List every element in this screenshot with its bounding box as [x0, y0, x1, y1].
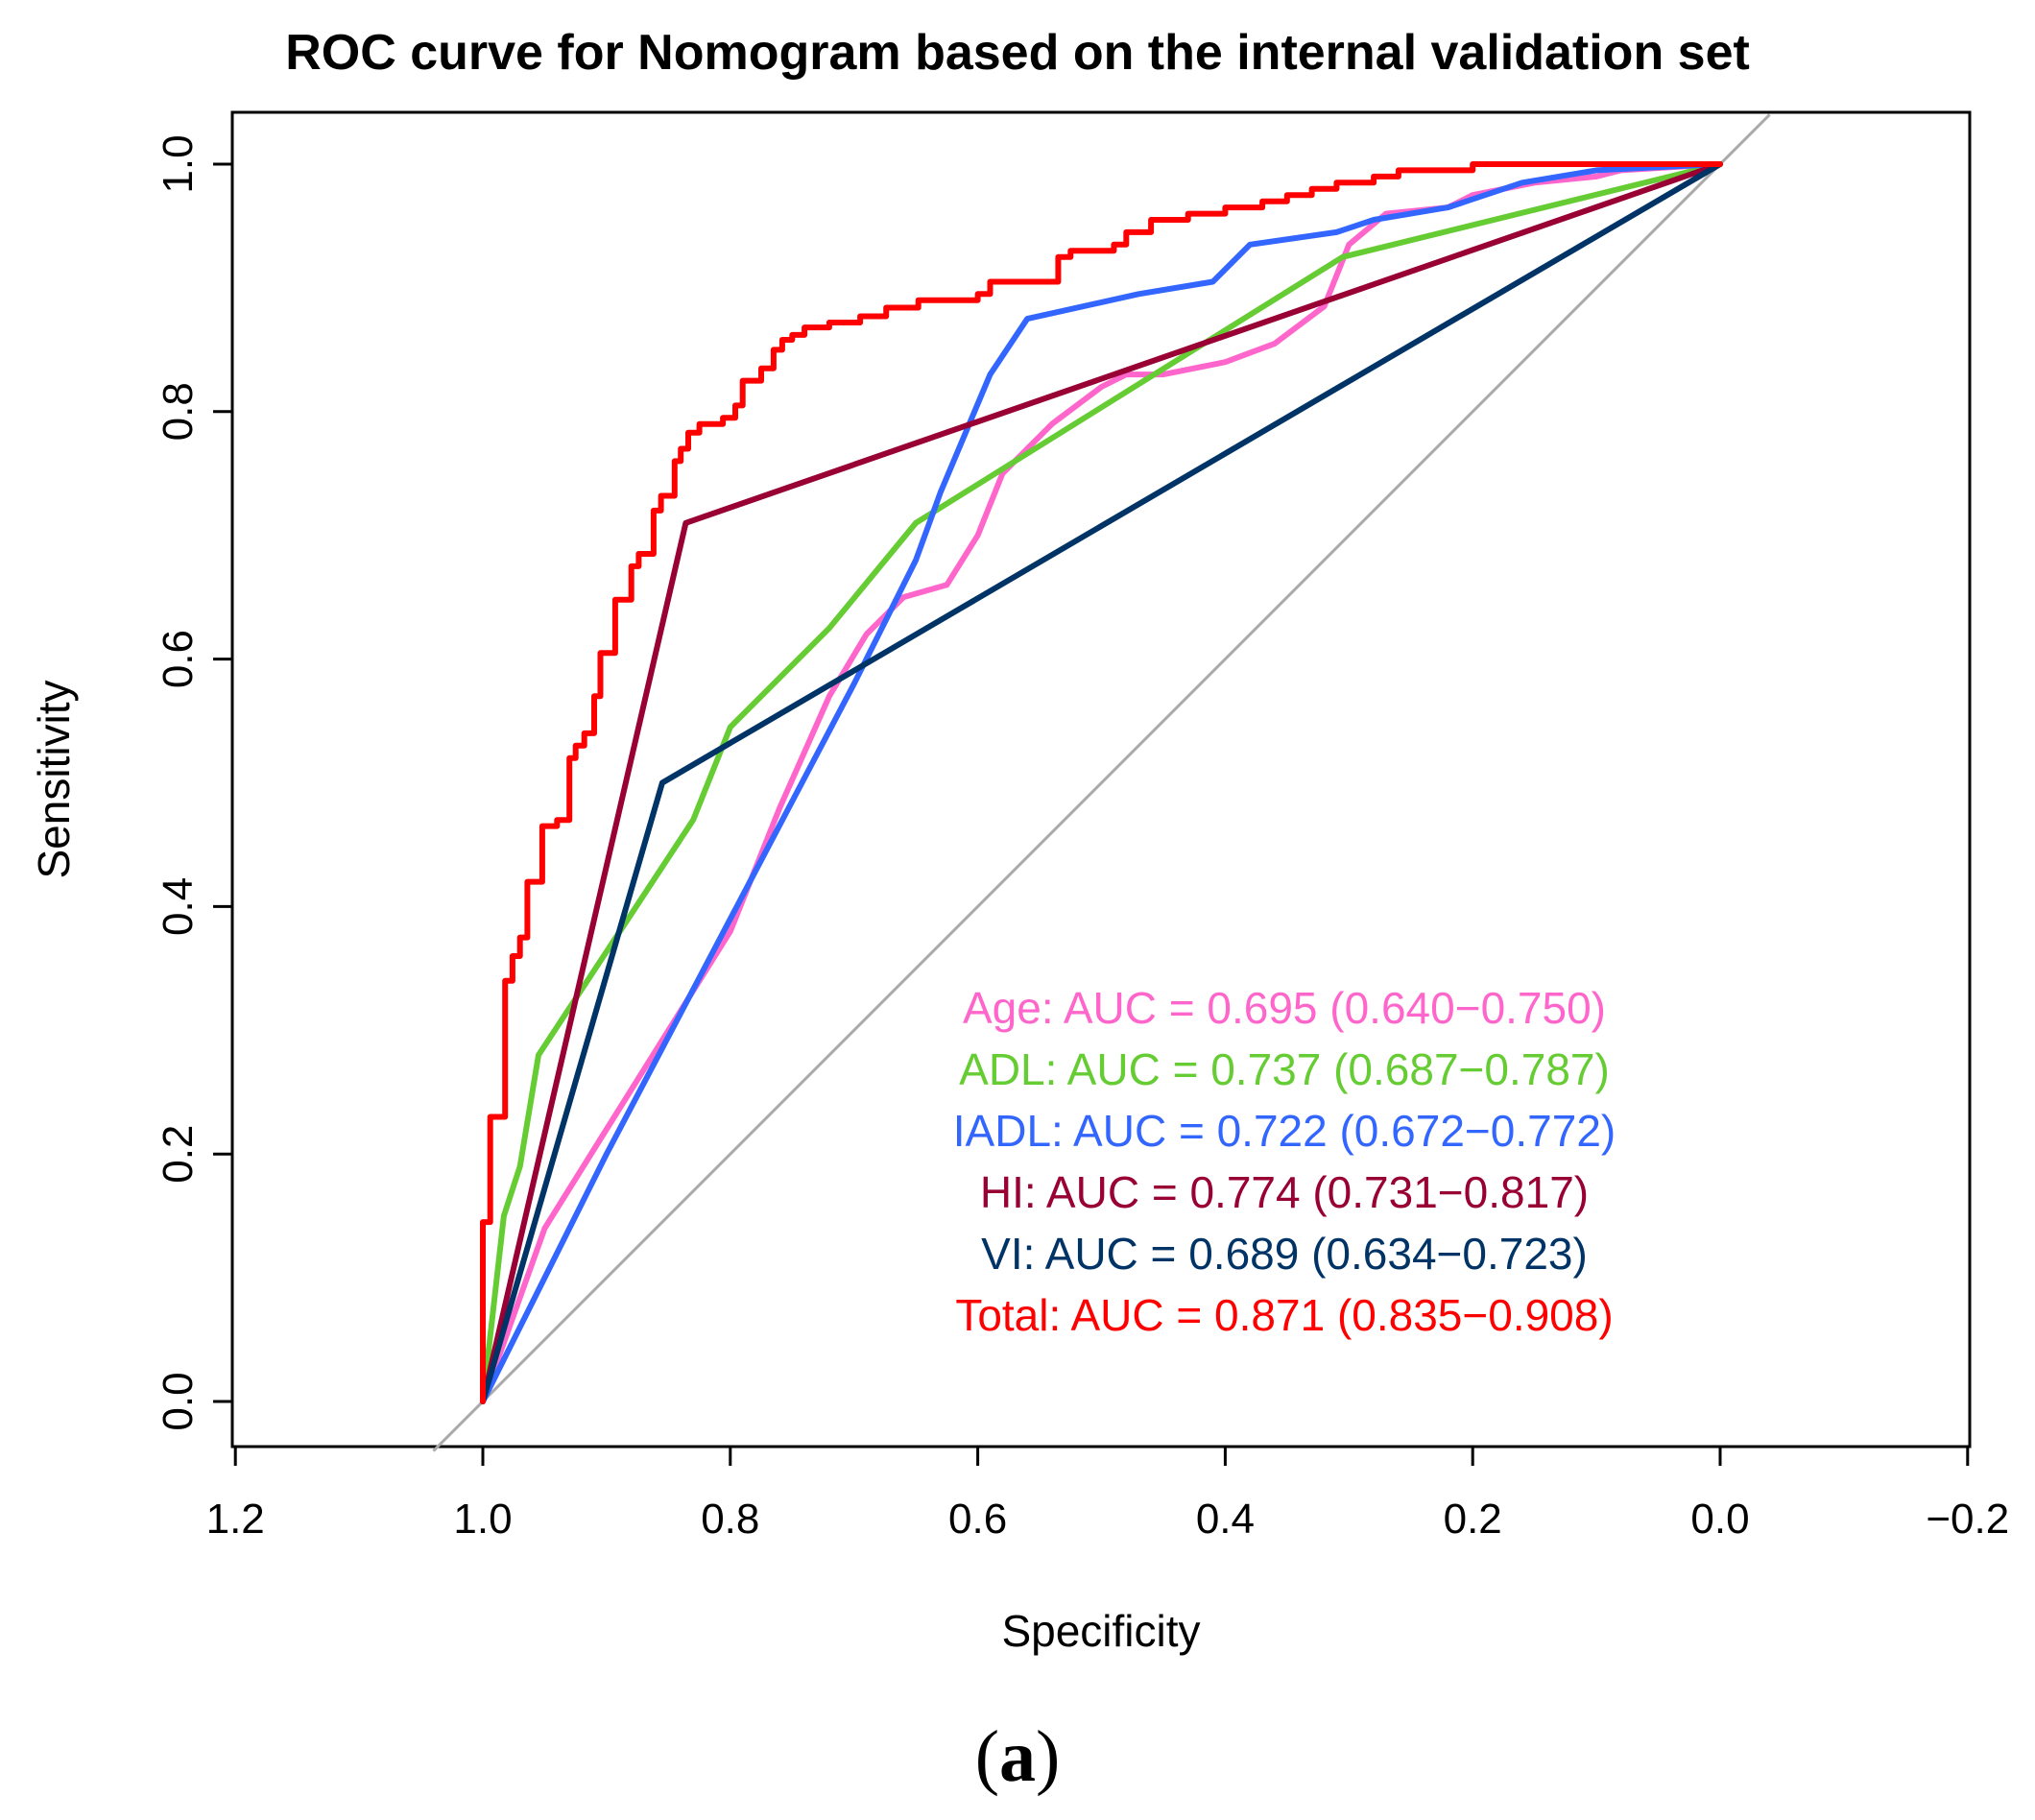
- x-tick-label: −0.2: [1926, 1496, 2009, 1543]
- y-tick-label: 0.4: [155, 877, 202, 936]
- series-line-iadl: [480, 161, 1723, 1404]
- legend-entry-vi: VI: AUC = 0.689 (0.634−0.723): [981, 1229, 1588, 1279]
- y-tick-label: 0.8: [155, 382, 202, 441]
- caption-letter: a: [999, 1716, 1036, 1797]
- caption-close: ): [1036, 1716, 1060, 1797]
- x-tick-label: 0.0: [1690, 1496, 1749, 1543]
- series-line-vi: [480, 161, 1723, 1404]
- legend-entry-age: Age: AUC = 0.695 (0.640−0.750): [963, 983, 1606, 1033]
- x-tick-label: 1.2: [206, 1496, 265, 1543]
- caption-open: (: [975, 1716, 999, 1797]
- series-line-adl: [480, 161, 1723, 1404]
- x-tick-label: 1.0: [453, 1496, 512, 1543]
- reference-diagonal: [432, 113, 1771, 1452]
- reference-layer: [432, 113, 1771, 1452]
- y-axis-label: Sensitivity: [29, 680, 79, 878]
- x-tick-label: 0.6: [948, 1496, 1007, 1543]
- y-tick-label: 0.2: [155, 1125, 202, 1184]
- legend: Age: AUC = 0.695 (0.640−0.750) ADL: AUC =…: [953, 983, 1616, 1340]
- y-tick-label: 1.0: [155, 134, 202, 193]
- x-tick-label: 0.8: [701, 1496, 759, 1543]
- y-tick-label: 0.6: [155, 630, 202, 688]
- series-line-total: [480, 161, 1723, 1404]
- y-axis: 0.0 0.2 0.4 0.6 0.8 1.0: [155, 134, 232, 1431]
- figure-caption: (a): [975, 1716, 1061, 1797]
- legend-entry-adl: ADL: AUC = 0.737 (0.687−0.787): [959, 1044, 1610, 1094]
- plot-frame: [230, 110, 1972, 1449]
- x-axis: 1.2 1.0 0.8 0.6 0.4 0.2 0.0 −0.2: [206, 1447, 2009, 1543]
- x-tick-label: 0.2: [1444, 1496, 1502, 1543]
- series-layer: [480, 161, 1723, 1404]
- legend-entry-total: Total: AUC = 0.871 (0.835−0.908): [955, 1290, 1613, 1340]
- y-tick-label: 0.0: [155, 1372, 202, 1430]
- series-line-hi: [480, 161, 1723, 1404]
- x-axis-label: Specificity: [1001, 1606, 1200, 1656]
- x-tick-label: 0.4: [1196, 1496, 1255, 1543]
- legend-entry-iadl: IADL: AUC = 0.722 (0.672−0.772): [953, 1106, 1616, 1156]
- chart-title: ROC curve for Nomogram based on the inte…: [285, 25, 1750, 81]
- legend-entry-hi: HI: AUC = 0.774 (0.731−0.817): [980, 1167, 1589, 1217]
